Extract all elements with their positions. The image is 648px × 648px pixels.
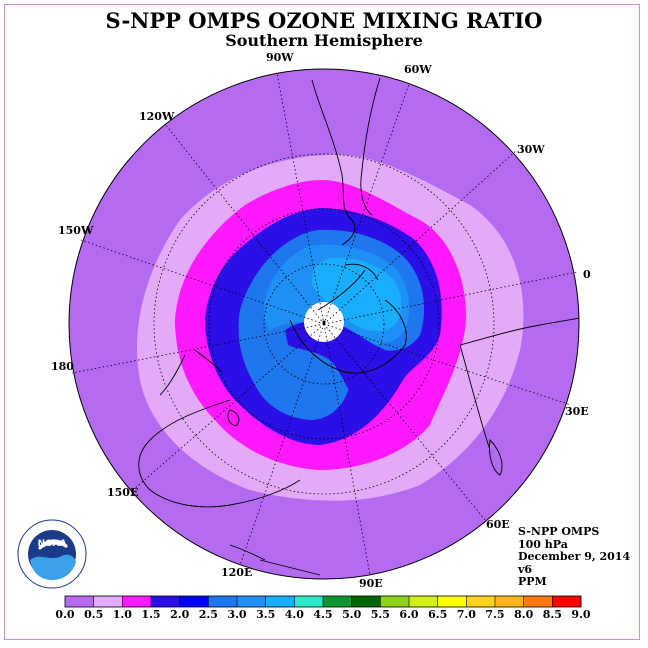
colorbar-label: 2.5 xyxy=(198,608,218,621)
graticule xyxy=(71,72,578,576)
colorbar-swatch xyxy=(437,596,467,607)
lon-label-180: 180 xyxy=(51,360,74,373)
meridian-30e xyxy=(323,323,572,406)
figure-frame xyxy=(4,4,640,640)
meridian-180 xyxy=(71,323,325,374)
latitude-circle-3 xyxy=(263,263,385,385)
colorbar-label: 5.0 xyxy=(342,608,362,621)
lon-label-0: 0 xyxy=(583,268,591,281)
coast-australia xyxy=(138,399,301,508)
colorbar-label: 6.0 xyxy=(399,608,419,621)
coast-antarctica xyxy=(289,299,407,374)
colorbar-label: 5.5 xyxy=(370,608,390,621)
lon-label-60e: 60E xyxy=(486,518,510,531)
lon-label-30e: 30E xyxy=(565,405,589,418)
colorbar-label: 3.5 xyxy=(256,608,276,621)
meridian-0 xyxy=(323,271,578,325)
colorbar-swatch xyxy=(93,596,123,607)
colorbar-swatch xyxy=(466,596,496,607)
info-version: v6 xyxy=(518,562,533,576)
meridian-30w xyxy=(323,149,518,325)
colorbar-swatch xyxy=(351,596,381,607)
meridian-90e xyxy=(323,323,371,576)
colorbar-swatch xyxy=(265,596,295,607)
map-subtitle: Southern Hemisphere xyxy=(225,31,423,50)
colorbar-swatch xyxy=(495,596,524,607)
lon-label-60w: 60W xyxy=(404,63,432,76)
info-block: S-NPP OMPS 100 hPa December 9, 2014 v6 P… xyxy=(518,525,631,589)
coast-indonesia xyxy=(229,544,321,576)
coast-south-america xyxy=(311,79,356,246)
colorbar-swatch xyxy=(65,596,94,607)
meridian-60w xyxy=(323,83,410,325)
colorbar-swatch xyxy=(323,596,352,607)
colorbar-label: 7.5 xyxy=(485,608,505,621)
coast-tasmania xyxy=(227,409,240,427)
lon-label-30w: 30W xyxy=(517,143,545,156)
colorbar-label: 8.5 xyxy=(542,608,562,621)
colorbar-label: 3.0 xyxy=(227,608,247,621)
colorbar-label: 2.0 xyxy=(170,608,190,621)
coast-new-zealand xyxy=(159,349,223,396)
meridian-150w xyxy=(80,239,325,325)
meridian-120w xyxy=(164,123,325,325)
colorbar-label: 8.0 xyxy=(514,608,534,621)
colorbar-label: 9.0 xyxy=(571,608,591,621)
info-instrument: S-NPP OMPS xyxy=(518,525,600,538)
info-level: 100 hPa xyxy=(518,537,568,551)
colorbar-label: 4.5 xyxy=(313,608,333,621)
colorbar-swatch xyxy=(294,596,324,607)
colorbar-label: 6.5 xyxy=(428,608,448,621)
meridian-120e xyxy=(239,323,325,566)
south-pole-marker xyxy=(322,320,326,324)
colorbar-label: 1.0 xyxy=(112,608,132,621)
colorbar-label: 0.5 xyxy=(84,608,104,621)
colorbar-swatch xyxy=(237,596,266,607)
colorbar-label: 0.0 xyxy=(55,608,75,621)
lon-label-150w: 150W xyxy=(58,224,94,237)
colorbar-swatch xyxy=(409,596,438,607)
noaa-logo-text: NOAA xyxy=(38,539,67,549)
colorbar-swatch xyxy=(552,596,582,607)
colorbar xyxy=(64,595,582,608)
colorbar-label: 7.0 xyxy=(456,608,476,621)
coast-africa xyxy=(459,317,579,451)
info-units: PPM xyxy=(518,575,547,588)
coast-madagascar xyxy=(489,439,503,476)
lon-label-120w: 120W xyxy=(139,110,175,123)
map-boundary xyxy=(68,68,580,580)
meridian-90w xyxy=(276,72,325,325)
colorbar-swatch xyxy=(179,596,209,607)
latitude-circle-2 xyxy=(208,208,440,440)
info-date: December 9, 2014 xyxy=(518,550,631,563)
colorbar-swatch xyxy=(523,596,553,607)
map-title: S-NPP OMPS OZONE MIXING RATIO xyxy=(105,8,543,33)
colorbar-swatch xyxy=(380,596,410,607)
lon-label-120e: 120E xyxy=(221,566,253,579)
colorbar-swatch xyxy=(122,596,152,607)
colorbar-swatch xyxy=(208,596,238,607)
meridian-60e xyxy=(323,323,487,522)
colorbar-label: 1.5 xyxy=(141,608,161,621)
colorbar-swatch xyxy=(151,596,180,607)
coast-antarctic-peninsula xyxy=(317,263,379,311)
ozone-band-3-intrusion xyxy=(285,320,401,397)
lon-label-150e: 150E xyxy=(107,486,139,499)
noaa-logo: NOAA xyxy=(17,519,87,589)
lon-label-90w: 90W xyxy=(266,51,294,64)
colorbar-label: 4.0 xyxy=(284,608,304,621)
latitude-circle-1 xyxy=(153,153,495,495)
lon-label-90e: 90E xyxy=(359,577,383,590)
